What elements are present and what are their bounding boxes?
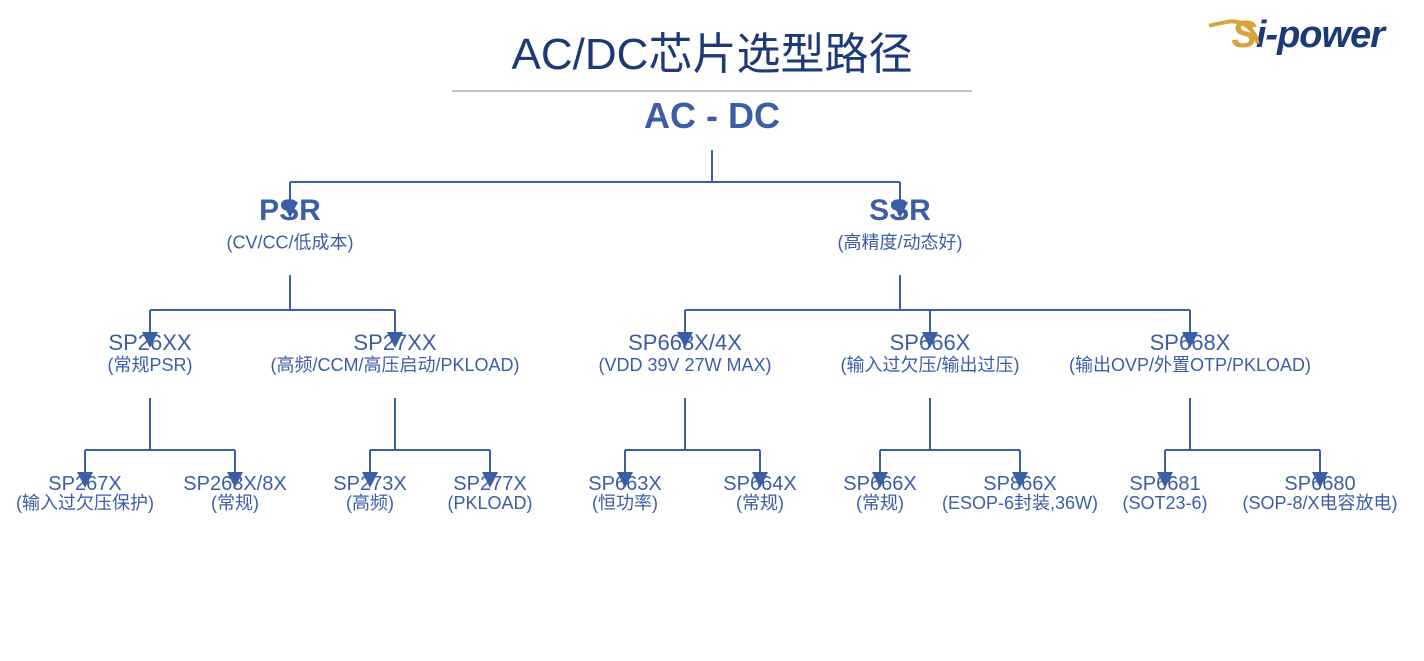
tree-node-sp664x: SP664X(常规): [723, 473, 796, 513]
tree-node-ssr: SSR (高精度/动态好): [838, 194, 963, 253]
tree-node-subtitle: (高频): [346, 493, 394, 513]
tree-node-title: SSR: [869, 194, 931, 227]
tree-node-subtitle: (PKLOAD): [447, 493, 532, 513]
tree-node-subtitle: (输入过欠压保护): [16, 493, 154, 513]
tree-node-subtitle: (常规): [736, 493, 784, 513]
tree-node-sp6680: SP6680(SOP-8/X电容放电): [1242, 473, 1397, 513]
tree-node-subtitle: (VDD 39V 27W MAX): [598, 355, 771, 375]
tree-node-sp277x: SP277X(PKLOAD): [447, 473, 532, 513]
tree-node-sp666xl: SP666X(常规): [843, 473, 916, 513]
tree-node-title: SP666X: [843, 473, 916, 495]
tree-node-subtitle: (高频/CCM/高压启动/PKLOAD): [270, 355, 519, 375]
tree-node-title: SP663X/4X: [628, 330, 742, 355]
tree-node-title: AC - DC: [644, 95, 780, 136]
tree-node-title: SP6680: [1284, 473, 1355, 495]
tree-node-subtitle: (常规): [856, 493, 904, 513]
tree-node-subtitle: (SOT23-6): [1122, 493, 1207, 513]
tree-node-sp6681: SP6681(SOT23-6): [1122, 473, 1207, 513]
tree-node-subtitle: (常规PSR): [108, 355, 193, 375]
tree-node-sp273x: SP273X(高频): [333, 473, 406, 513]
tree-node-sp267x: SP267X(输入过欠压保护): [16, 473, 154, 513]
tree-node-title: SP6681: [1129, 473, 1200, 495]
tree-node-title: SP666X: [890, 330, 971, 355]
tree-node-root: AC - DC: [644, 95, 780, 136]
tree-node-sp666x: SP666X(输入过欠压/输出过压): [841, 330, 1020, 375]
tree-node-title: SP273X: [333, 473, 406, 495]
tree-node-sp663x4x: SP663X/4X(VDD 39V 27W MAX): [598, 330, 771, 375]
tree-node-sp668x: SP668X(输出OVP/外置OTP/PKLOAD): [1069, 330, 1311, 375]
tree-node-sp2638: SP263X/8X(常规): [183, 473, 286, 513]
tree-node-title: SP663X: [588, 473, 661, 495]
tree-node-subtitle: (CV/CC/低成本): [227, 233, 354, 253]
tree-node-title: SP866X: [983, 473, 1056, 495]
tree-node-title: SP267X: [48, 473, 121, 495]
tree-diagram: AC - DCPSR(CV/CC/低成本)SSR(高精度/动态好)SP26XX(…: [0, 0, 1424, 661]
tree-node-sp866x: SP866X(ESOP-6封装,36W): [942, 473, 1098, 513]
tree-node-title: SP263X/8X: [183, 473, 286, 495]
tree-node-subtitle: (ESOP-6封装,36W): [942, 493, 1098, 513]
tree-node-sp27: SP27XX(高频/CCM/高压启动/PKLOAD): [270, 330, 519, 375]
tree-node-title: SP664X: [723, 473, 796, 495]
tree-node-subtitle: (恒功率): [592, 493, 658, 513]
tree-node-title: SP668X: [1150, 330, 1231, 355]
tree-node-title: SP277X: [453, 473, 526, 495]
tree-node-sp26: SP26XX(常规PSR): [108, 330, 193, 375]
tree-node-subtitle: (SOP-8/X电容放电): [1242, 493, 1397, 513]
tree-node-subtitle: (输入过欠压/输出过压): [841, 355, 1020, 375]
tree-node-subtitle: (常规): [211, 493, 259, 513]
tree-node-title: SP27XX: [353, 330, 436, 355]
tree-node-psr: PSR (CV/CC/低成本): [227, 194, 354, 253]
tree-node-title: SP26XX: [108, 330, 191, 355]
tree-node-subtitle: (高精度/动态好): [838, 233, 963, 253]
tree-node-subtitle: (输出OVP/外置OTP/PKLOAD): [1069, 355, 1311, 375]
tree-node-title: PSR: [259, 194, 321, 227]
tree-node-sp663x: SP663X(恒功率): [588, 473, 661, 513]
